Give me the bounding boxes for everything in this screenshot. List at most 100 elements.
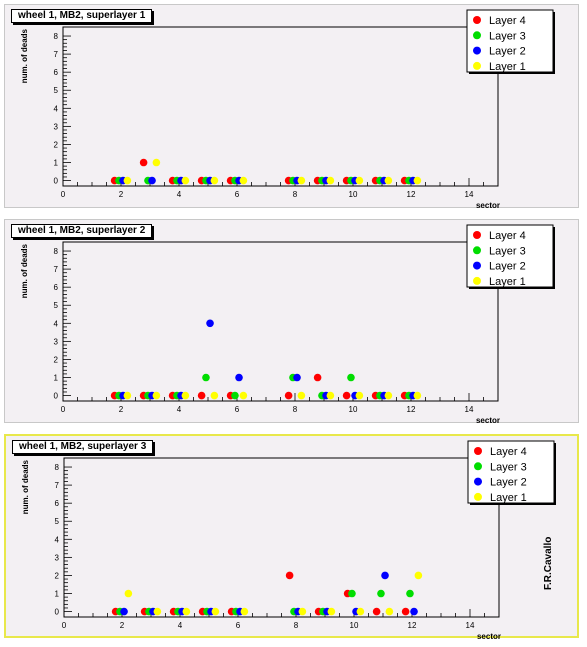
plot-frame	[62, 26, 499, 187]
y-tick-label: 2	[55, 571, 60, 580]
data-point-layer-1	[210, 391, 219, 400]
data-point-layer-1	[384, 391, 393, 400]
plot-frame	[62, 241, 499, 402]
legend-marker	[474, 492, 482, 501]
legend-label: Layer 3	[490, 461, 527, 473]
legend-label: Layer 1	[489, 61, 526, 73]
x-tick-label: 6	[235, 190, 240, 199]
x-tick-label: 2	[119, 190, 124, 199]
legend-label: Layer 2	[490, 477, 527, 489]
data-point-layer-1	[355, 391, 364, 400]
x-tick-label: 2	[120, 621, 125, 630]
data-point-layer-2	[206, 319, 214, 328]
y-tick-label: 1	[55, 590, 60, 599]
y-tick-label: 0	[54, 392, 59, 401]
x-tick-label: 12	[408, 621, 417, 630]
data-point-layer-4	[139, 158, 148, 167]
data-point-layer-4	[313, 373, 322, 382]
y-tick-label: 7	[55, 481, 60, 490]
legend-marker	[473, 276, 481, 285]
x-tick-label: 12	[407, 190, 416, 199]
data-point-layer-3	[348, 589, 356, 598]
x-tick-label: 0	[61, 190, 66, 199]
y-tick-label: 4	[55, 535, 60, 544]
legend-marker	[473, 231, 481, 239]
y-tick-label: 8	[54, 247, 59, 256]
y-tick-label: 8	[54, 32, 59, 41]
y-tick-label: 6	[54, 283, 59, 292]
y-tick-label: 5	[54, 86, 59, 95]
x-axis-label: sector	[477, 632, 501, 641]
data-point-layer-1	[384, 176, 393, 185]
legend-marker	[474, 447, 482, 455]
data-point-layer-1	[182, 607, 191, 616]
x-tick-label: 4	[177, 190, 182, 199]
data-point-layer-1	[210, 176, 219, 185]
y-tick-label: 3	[54, 337, 59, 346]
data-point-layer-1	[153, 607, 162, 616]
legend-marker	[474, 477, 482, 486]
data-point-layer-1	[355, 176, 364, 185]
legend-box	[467, 440, 555, 504]
x-tick-label: 6	[235, 405, 240, 414]
legend-label: Layer 3	[489, 30, 526, 42]
y-tick-label: 7	[54, 50, 59, 59]
y-tick-label: 6	[54, 68, 59, 77]
x-tick-label: 0	[62, 621, 67, 630]
y-tick-label: 5	[55, 517, 60, 526]
legend-label: Layer 4	[490, 446, 527, 458]
y-tick-label: 4	[54, 104, 59, 113]
x-tick-label: 4	[177, 405, 182, 414]
data-point-layer-1	[123, 391, 132, 400]
y-tick-label: 0	[54, 177, 59, 186]
data-point-layer-1	[326, 176, 335, 185]
legend-marker	[473, 16, 481, 24]
chart-title: wheel 1, MB2, superlayer 3	[12, 440, 154, 454]
x-tick-label: 4	[178, 621, 183, 630]
data-point-layer-1	[356, 607, 365, 616]
data-point-layer-1	[298, 607, 307, 616]
data-point-layer-1	[152, 158, 161, 167]
data-point-layer-3	[347, 373, 355, 382]
data-point-layer-1	[327, 607, 336, 616]
data-point-layer-3	[377, 589, 385, 598]
plot-frame	[63, 457, 500, 618]
y-tick-label: 4	[54, 319, 59, 328]
data-point-layer-3	[231, 391, 239, 400]
data-point-layer-1	[414, 571, 423, 580]
x-tick-label: 8	[294, 621, 299, 630]
data-point-layer-2	[120, 607, 128, 616]
data-point-layer-1	[181, 176, 190, 185]
legend-label: Layer 2	[489, 261, 526, 273]
data-point-layer-1	[239, 391, 248, 400]
data-point-layer-1	[297, 176, 306, 185]
legend-marker	[473, 46, 481, 55]
x-axis-label: sector	[476, 416, 500, 425]
y-axis-label: num. of deads	[20, 243, 29, 298]
y-tick-label: 7	[54, 265, 59, 274]
legend-marker	[473, 31, 481, 40]
data-point-layer-1	[326, 391, 335, 400]
data-point-layer-1	[413, 391, 422, 400]
y-axis-label: num. of deads	[20, 28, 29, 83]
legend-label: Layer 2	[489, 46, 526, 58]
x-tick-label: 14	[465, 405, 474, 414]
data-point-layer-4	[342, 391, 351, 400]
x-tick-label: 14	[465, 190, 474, 199]
x-tick-label: 6	[236, 621, 241, 630]
y-tick-label: 3	[54, 122, 59, 131]
data-point-layer-4	[401, 607, 410, 616]
data-point-layer-1	[124, 589, 133, 598]
x-tick-label: 0	[61, 405, 66, 414]
y-tick-label: 2	[54, 140, 59, 149]
data-point-layer-1	[152, 391, 161, 400]
legend-label: Layer 4	[489, 230, 526, 242]
x-tick-label: 10	[349, 190, 358, 199]
y-tick-label: 3	[55, 553, 60, 562]
legend-label: Layer 4	[489, 15, 526, 27]
